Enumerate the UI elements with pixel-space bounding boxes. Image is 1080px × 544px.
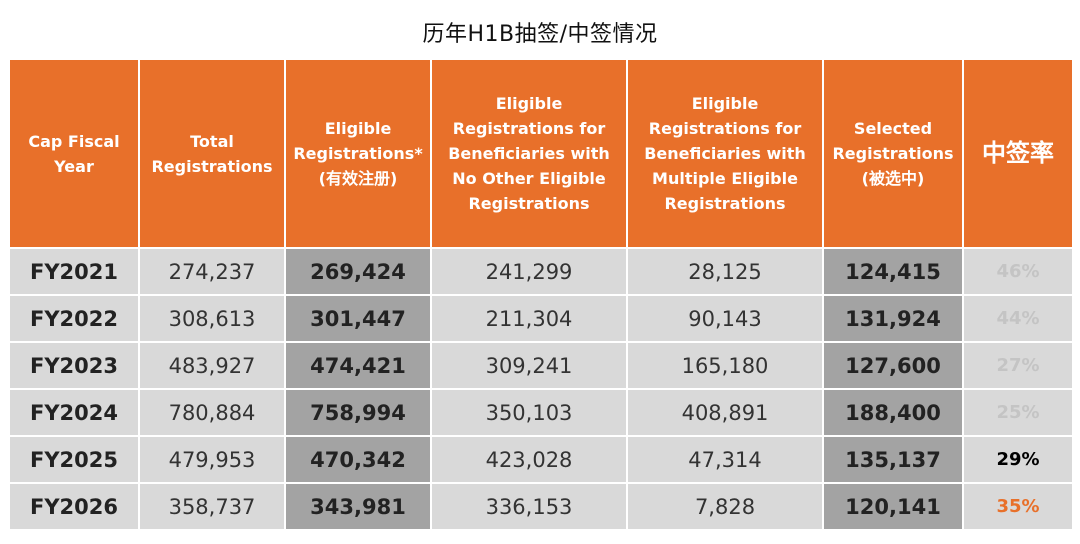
cell-selected-registrations: 120,141 — [822, 482, 964, 531]
header-row: Cap Fiscal Year Total Registrations Elig… — [8, 58, 1074, 249]
cell-eligible-registrations: 343,981 — [284, 482, 432, 531]
cell-eligible-registrations: 758,994 — [284, 388, 432, 437]
cell-eligible-single: 309,241 — [430, 341, 628, 390]
cell-eligible-single: 211,304 — [430, 294, 628, 343]
cell-total-registrations: 358,737 — [138, 482, 286, 531]
header-cap-fiscal-year: Cap Fiscal Year — [8, 58, 140, 249]
cell-year: FY2023 — [8, 341, 140, 390]
h1b-lottery-table: Cap Fiscal Year Total Registrations Elig… — [8, 58, 1074, 531]
cell-selected-registrations: 124,415 — [822, 247, 964, 296]
header-eligible-multiple: Eligible Registrations for Beneficiaries… — [626, 58, 824, 249]
cell-eligible-multiple: 7,828 — [626, 482, 824, 531]
cell-eligible-registrations: 470,342 — [284, 435, 432, 484]
table-row: FY2025 479,953 470,342 423,028 47,314 135,137… — [8, 435, 1074, 484]
header-selection-rate: 中签率 — [962, 58, 1074, 249]
cell-eligible-multiple: 28,125 — [626, 247, 824, 296]
cell-year: FY2022 — [8, 294, 140, 343]
cell-eligible-multiple: 47,314 — [626, 435, 824, 484]
table-row: FY2026 358,737 343,981 336,153 7,828 120,141 3… — [8, 482, 1074, 531]
cell-eligible-multiple: 165,180 — [626, 341, 824, 390]
cell-eligible-single: 423,028 — [430, 435, 628, 484]
cell-total-registrations: 479,953 — [138, 435, 286, 484]
cell-eligible-registrations: 269,424 — [284, 247, 432, 296]
table-header: Cap Fiscal Year Total Registrations Elig… — [8, 58, 1074, 249]
table-row: FY2024 780,884 758,994 350,103 408,891 188,40… — [8, 388, 1074, 437]
cell-selected-registrations: 127,600 — [822, 341, 964, 390]
cell-eligible-multiple: 90,143 — [626, 294, 824, 343]
cell-total-registrations: 308,613 — [138, 294, 286, 343]
table-row: FY2021 274,237 269,424 241,299 28,125 124,415… — [8, 247, 1074, 296]
cell-eligible-single: 350,103 — [430, 388, 628, 437]
cell-selection-rate: 25% — [962, 388, 1074, 437]
cell-selected-registrations: 135,137 — [822, 435, 964, 484]
cell-selection-rate: 44% — [962, 294, 1074, 343]
table-body: FY2021 274,237 269,424 241,299 28,125 124,415… — [8, 247, 1074, 531]
cell-year: FY2026 — [8, 482, 140, 531]
cell-selected-registrations: 188,400 — [822, 388, 964, 437]
cell-eligible-registrations: 301,447 — [284, 294, 432, 343]
cell-selection-rate: 27% — [962, 341, 1074, 390]
cell-year: FY2025 — [8, 435, 140, 484]
header-selected-registrations: Selected Registrations (被选中) — [822, 58, 964, 249]
header-eligible-registrations: Eligible Registrations* (有效注册) — [284, 58, 432, 249]
cell-selection-rate: 29% — [962, 435, 1074, 484]
cell-eligible-registrations: 474,421 — [284, 341, 432, 390]
cell-selected-registrations: 131,924 — [822, 294, 964, 343]
cell-selection-rate: 35% — [962, 482, 1074, 531]
header-eligible-single: Eligible Registrations for Beneficiaries… — [430, 58, 628, 249]
cell-eligible-single: 336,153 — [430, 482, 628, 531]
page-title: 历年H1B抽签/中签情况 — [422, 22, 658, 47]
table-row: FY2023 483,927 474,421 309,241 165,180 127,60… — [8, 341, 1074, 390]
table-row: FY2022 308,613 301,447 211,304 90,143 131,924… — [8, 294, 1074, 343]
cell-year: FY2021 — [8, 247, 140, 296]
cell-eligible-single: 241,299 — [430, 247, 628, 296]
cell-total-registrations: 274,237 — [138, 247, 286, 296]
cell-total-registrations: 483,927 — [138, 341, 286, 390]
cell-eligible-multiple: 408,891 — [626, 388, 824, 437]
cell-year: FY2024 — [8, 388, 140, 437]
header-total-registrations: Total Registrations — [138, 58, 286, 249]
cell-total-registrations: 780,884 — [138, 388, 286, 437]
cell-selection-rate: 46% — [962, 247, 1074, 296]
